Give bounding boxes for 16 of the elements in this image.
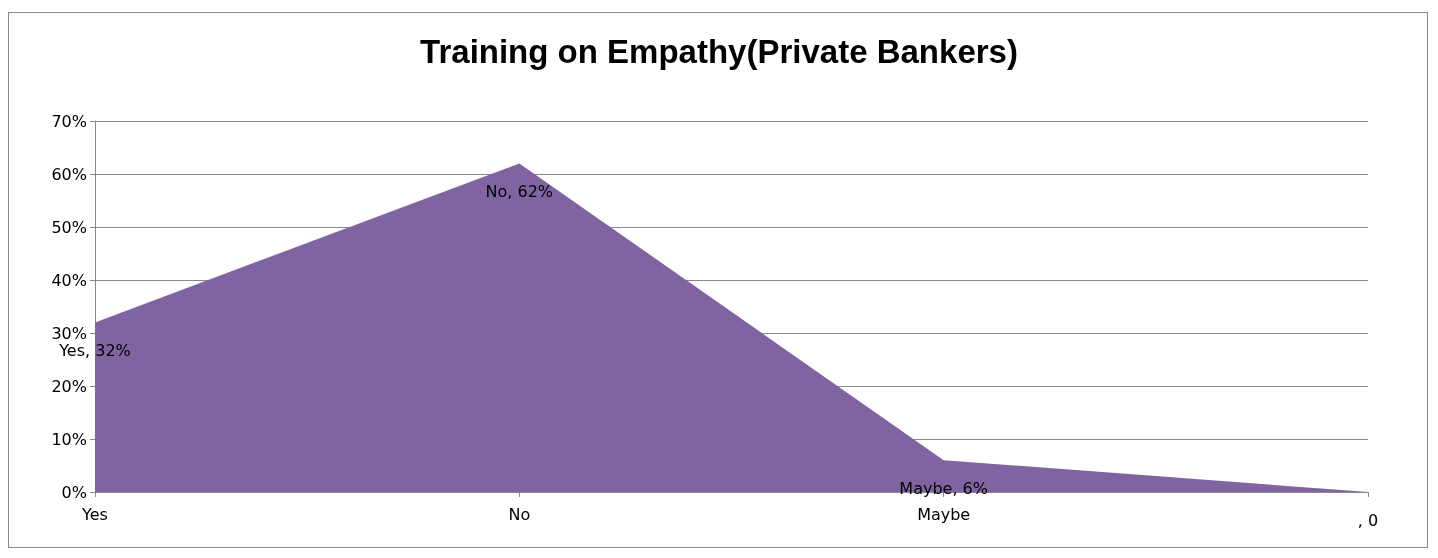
y-tick-label: 60% xyxy=(51,164,87,184)
chart-title: Training on Empathy(Private Bankers) xyxy=(420,33,1018,70)
y-tick-label: 50% xyxy=(51,217,87,237)
data-label: , 0 xyxy=(1357,510,1379,530)
data-label: Yes, 32% xyxy=(58,340,131,360)
data-label: Maybe, 6% xyxy=(899,478,988,498)
y-tick-label: 30% xyxy=(51,323,87,343)
y-tick-label: 40% xyxy=(51,270,87,290)
y-tick-label: 70% xyxy=(51,111,87,131)
x-tick-label: Yes xyxy=(81,504,108,524)
x-tick-label: Maybe xyxy=(917,504,971,524)
y-tick-label: 20% xyxy=(51,376,87,396)
y-tick-label: 0% xyxy=(61,482,87,502)
y-tick-label: 10% xyxy=(51,429,87,449)
x-tick-label: No xyxy=(508,504,531,524)
data-label: No, 62% xyxy=(485,181,554,201)
